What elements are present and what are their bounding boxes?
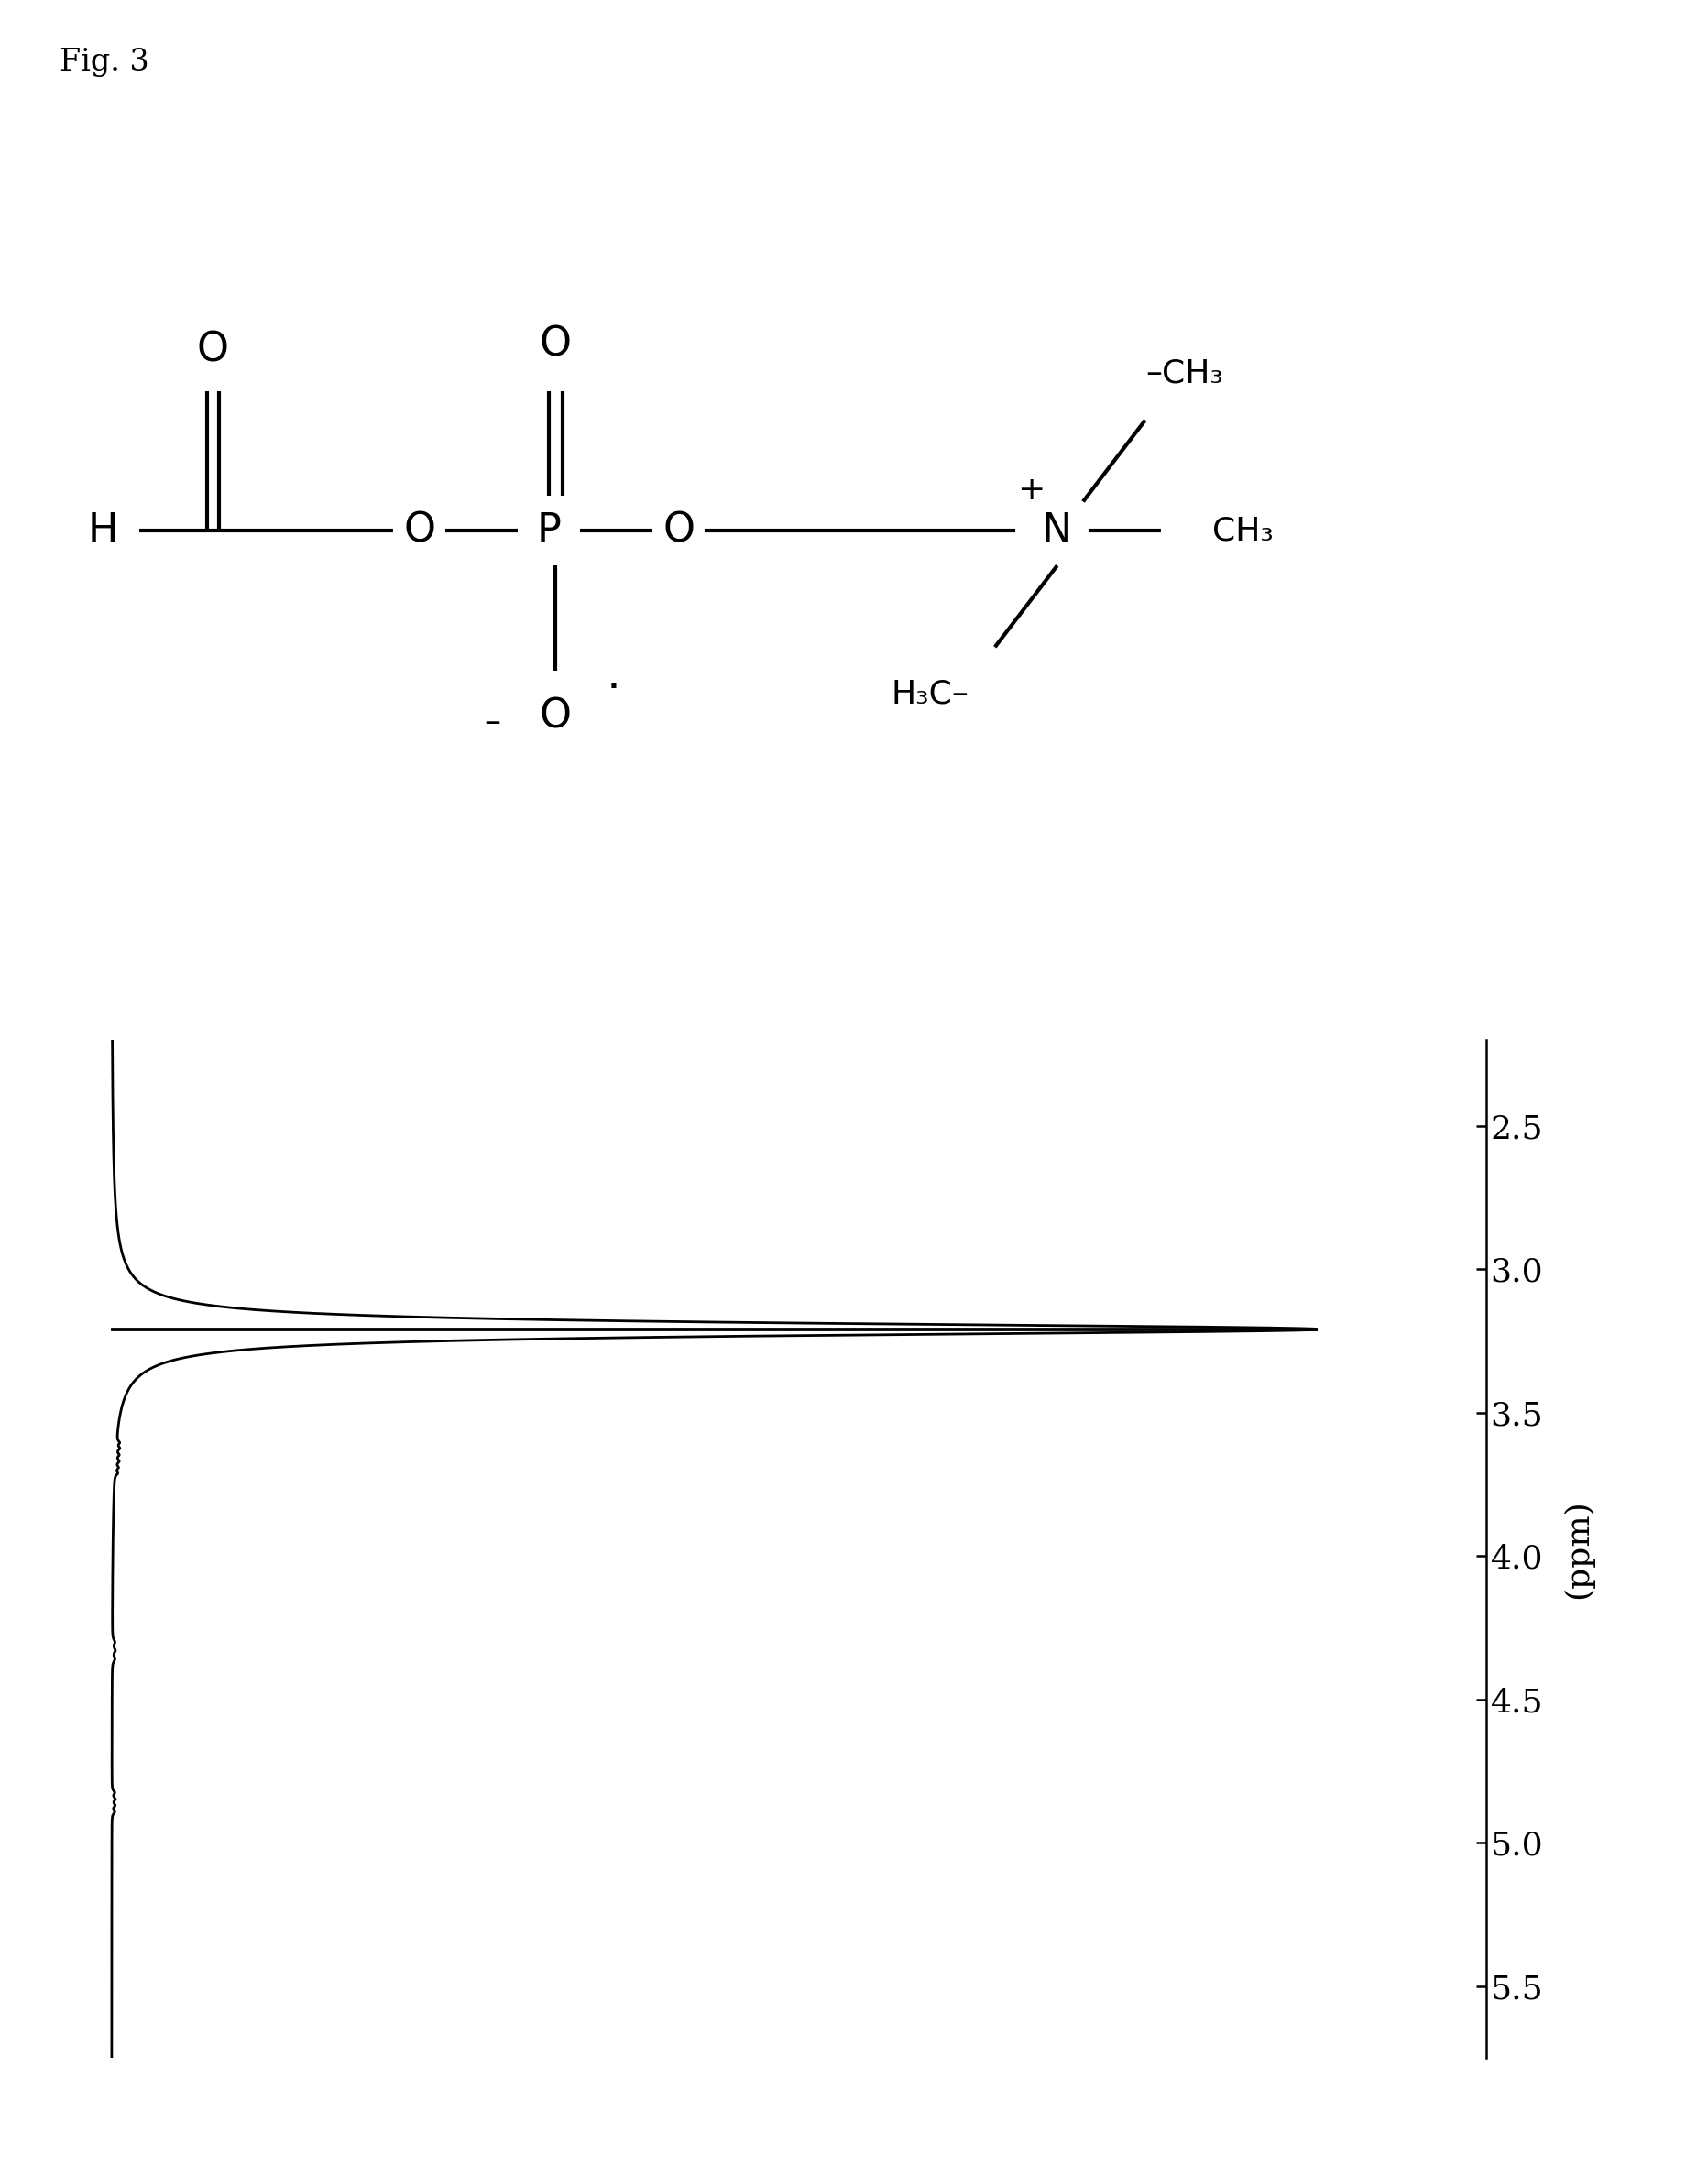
Text: O: O xyxy=(663,511,695,550)
Text: +: + xyxy=(1018,474,1045,505)
Text: O: O xyxy=(196,331,229,370)
Text: ·: · xyxy=(606,665,620,710)
Text: O: O xyxy=(540,325,570,364)
Text: P: P xyxy=(536,511,562,550)
Text: O: O xyxy=(403,511,436,550)
Text: –CH₃: –CH₃ xyxy=(1146,357,1223,390)
Text: N: N xyxy=(1042,511,1073,550)
Text: O: O xyxy=(540,697,570,736)
Text: H: H xyxy=(87,511,118,550)
Text: Fig. 3: Fig. 3 xyxy=(60,48,149,78)
Y-axis label: (ppm): (ppm) xyxy=(1563,1499,1594,1599)
Text: –: – xyxy=(483,706,500,739)
Text: H₃C–: H₃C– xyxy=(892,678,968,708)
Text: CH₃: CH₃ xyxy=(1213,516,1274,546)
